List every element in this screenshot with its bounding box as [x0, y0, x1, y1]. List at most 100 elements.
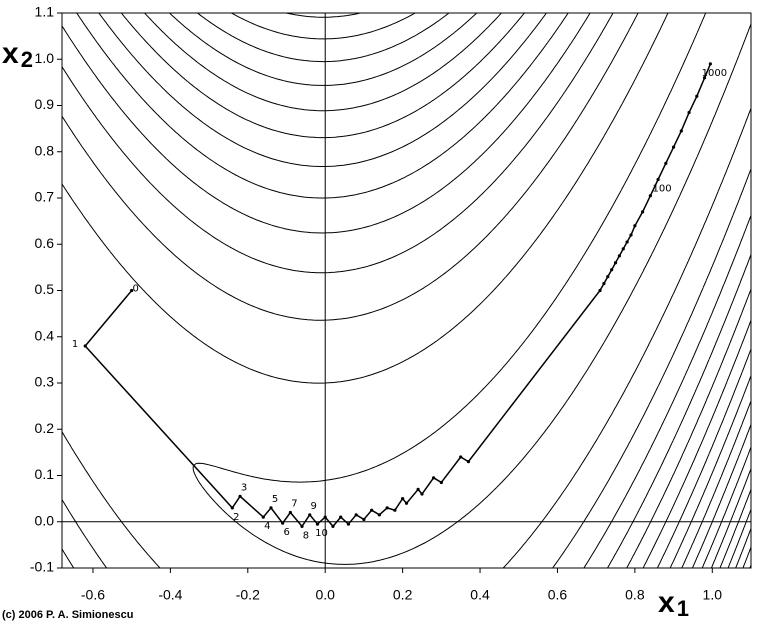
contour-line [749, 564, 751, 568]
path-point [300, 524, 304, 528]
y-tick-label: 1.1 [35, 4, 55, 20]
contour-line [231, 13, 751, 568]
path-point [230, 506, 234, 510]
path-point [308, 513, 312, 517]
contour-line [169, 13, 751, 568]
contour-line [197, 13, 751, 568]
path-point [288, 510, 292, 515]
path-point [83, 344, 87, 348]
point-label: 100 [653, 184, 672, 195]
point-label: 6 [283, 527, 289, 538]
credit: (c) 2006 P. A. Simionescu [2, 609, 133, 621]
path-point [625, 240, 629, 244]
contour-line [286, 13, 751, 568]
x-tick-label: -0.6 [81, 587, 105, 603]
point-label: 4 [264, 521, 270, 532]
y-tick-label: 0.1 [35, 466, 55, 482]
path-point [695, 94, 699, 98]
point-label: 10 [315, 528, 328, 539]
path-point [633, 224, 637, 228]
point-label: 0 [132, 284, 138, 295]
y-axis-label-main: x [2, 37, 19, 70]
path-point [708, 62, 712, 66]
plot-frame [61, 12, 752, 569]
contour-line [727, 509, 751, 568]
x-axis-label-main: x [658, 586, 675, 619]
path-point [656, 177, 660, 182]
path-point [346, 522, 351, 526]
contour-line [62, 13, 751, 568]
y-tick-label: 1.0 [35, 50, 55, 66]
point-label: 1000 [702, 68, 727, 79]
path-point [459, 455, 463, 459]
path-point [331, 524, 335, 528]
x-tick-label: 0.6 [548, 587, 568, 603]
path-point [130, 288, 134, 293]
y-tick-label: 0.4 [35, 327, 55, 343]
path-point [702, 76, 707, 80]
x-tick-label: 1.0 [703, 587, 723, 603]
contour-line [62, 13, 751, 568]
path-point [238, 494, 242, 498]
path-point [466, 460, 471, 464]
path-point [315, 522, 320, 526]
point-label: 2 [233, 512, 239, 523]
x-tick-label: -0.4 [158, 587, 182, 603]
y-tick-label: 0.5 [35, 281, 55, 297]
point-label: 7 [291, 499, 297, 510]
path-point [439, 480, 443, 485]
x-tick-label: 0.2 [393, 587, 413, 603]
path-point [385, 506, 389, 510]
y-axis-label: x2 [2, 37, 33, 72]
path-point [269, 506, 273, 510]
path-point [610, 268, 614, 272]
point-label: 3 [241, 482, 247, 493]
path-point [404, 501, 409, 505]
contour-line [62, 13, 751, 568]
path-point [393, 508, 397, 512]
path-point [679, 129, 683, 133]
y-tick-label: 0.6 [35, 235, 55, 251]
x-tick-label: -0.2 [236, 587, 260, 603]
path-point [354, 513, 358, 517]
path-point [687, 110, 691, 115]
point-label: 1 [72, 339, 78, 350]
y-tick-label: 0.8 [35, 142, 55, 158]
y-tick-label: -0.1 [30, 559, 54, 575]
path-point [664, 161, 668, 165]
contour-line [719, 489, 751, 568]
path-point [377, 513, 382, 517]
path-point [621, 247, 625, 251]
x-tick-label: 0.8 [625, 587, 645, 603]
path-point [362, 517, 366, 522]
path-point [281, 521, 285, 525]
path-point [370, 508, 374, 512]
contour-line [735, 528, 751, 568]
contour-line [192, 13, 751, 565]
path-point [401, 497, 405, 501]
path-point [671, 145, 676, 149]
path-point [431, 476, 436, 480]
path-point [606, 275, 610, 279]
y-axis-label-sub: 2 [21, 47, 33, 72]
path-point [617, 254, 621, 258]
contour-line [98, 13, 751, 568]
x-tick-label: 0.0 [315, 587, 335, 603]
path-point [339, 515, 343, 519]
y-tick-label: 0.9 [35, 96, 55, 112]
contour-line [62, 13, 751, 568]
point-label: 5 [272, 494, 278, 505]
path-point [648, 194, 652, 198]
point-label: 8 [303, 530, 309, 541]
y-tick-label: 0.3 [35, 374, 55, 390]
contour-line [144, 13, 751, 568]
path-point [613, 261, 618, 265]
contour-line [742, 546, 751, 568]
contour-line [120, 13, 751, 568]
contour-line [76, 13, 751, 568]
x-axis-label-sub: 1 [677, 596, 689, 621]
x-tick-label: 0.4 [470, 587, 490, 603]
path-point [261, 515, 265, 519]
x-axis-label: x1 [658, 586, 689, 621]
